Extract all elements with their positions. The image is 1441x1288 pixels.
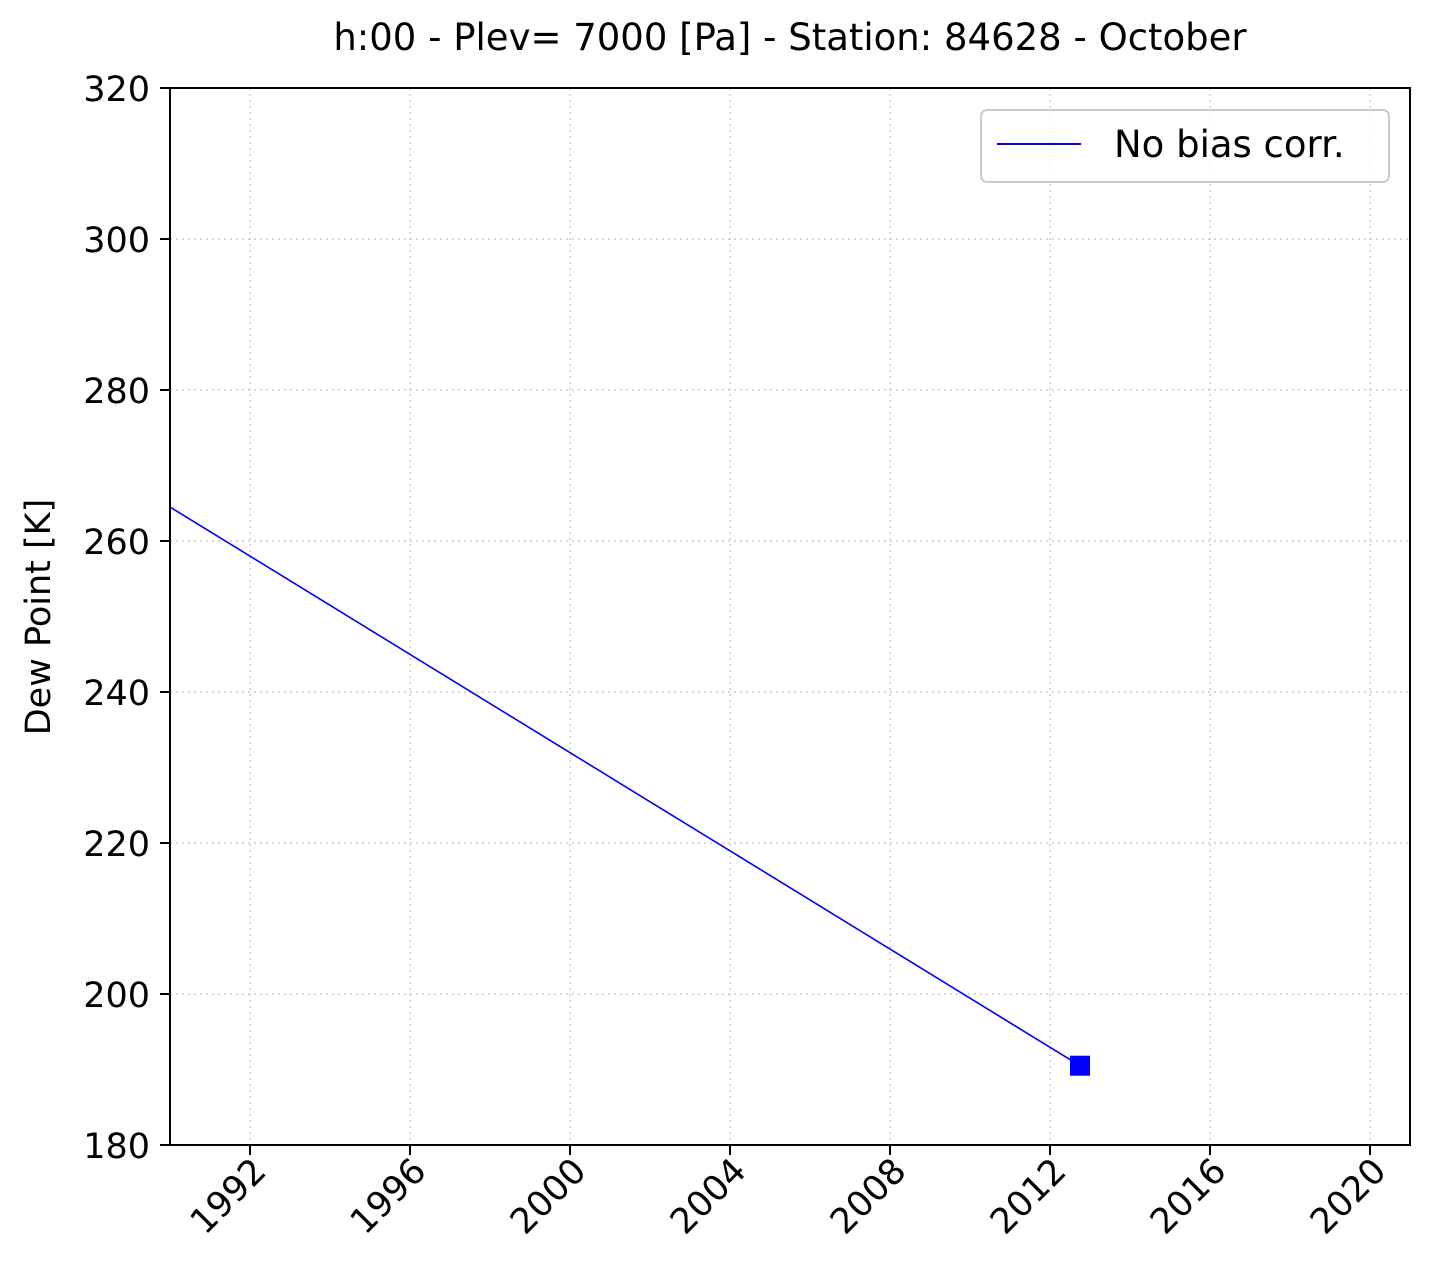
x-tick-label: 2000 (503, 1151, 594, 1242)
legend-box (980, 109, 1390, 183)
x-tick-label: 1996 (343, 1151, 434, 1242)
x-tick-label: 2008 (823, 1151, 914, 1242)
y-tick-label: 180 (83, 1127, 150, 1167)
y-axis: 180 200 220 240 260 280 300 320 (83, 70, 170, 1167)
plot-area (169, 506, 1090, 1076)
y-tick-label: 300 (83, 221, 150, 261)
plot-frame (169, 87, 1411, 1146)
x-tick-label: 2020 (1303, 1151, 1394, 1242)
x-tick-label: 2016 (1143, 1151, 1234, 1242)
grid (170, 88, 1410, 1145)
y-tick-label: 220 (83, 825, 150, 865)
chart-title: h:00 - Plev= 7000 [Pa] - Station: 84628 … (333, 16, 1247, 59)
series-line (169, 506, 1081, 1067)
y-tick-label: 320 (83, 70, 150, 110)
y-tick-label: 240 (83, 674, 150, 714)
series-point-marker (1070, 1055, 1090, 1076)
x-tick-label: 2012 (983, 1151, 1074, 1242)
y-tick-label: 260 (83, 523, 150, 563)
x-tick-label: 1992 (183, 1151, 274, 1242)
y-tick-label: 280 (83, 372, 150, 412)
y-axis-label: Dew Point [K] (19, 499, 59, 736)
legend-label: No bias corr. (1114, 123, 1345, 166)
legend: No bias corr. (980, 109, 1390, 183)
x-tick-label: 2004 (663, 1151, 754, 1242)
x-axis: 1992 1996 2000 2004 2008 2012 2016 2020 (183, 1145, 1394, 1242)
y-tick-label: 200 (83, 976, 150, 1016)
